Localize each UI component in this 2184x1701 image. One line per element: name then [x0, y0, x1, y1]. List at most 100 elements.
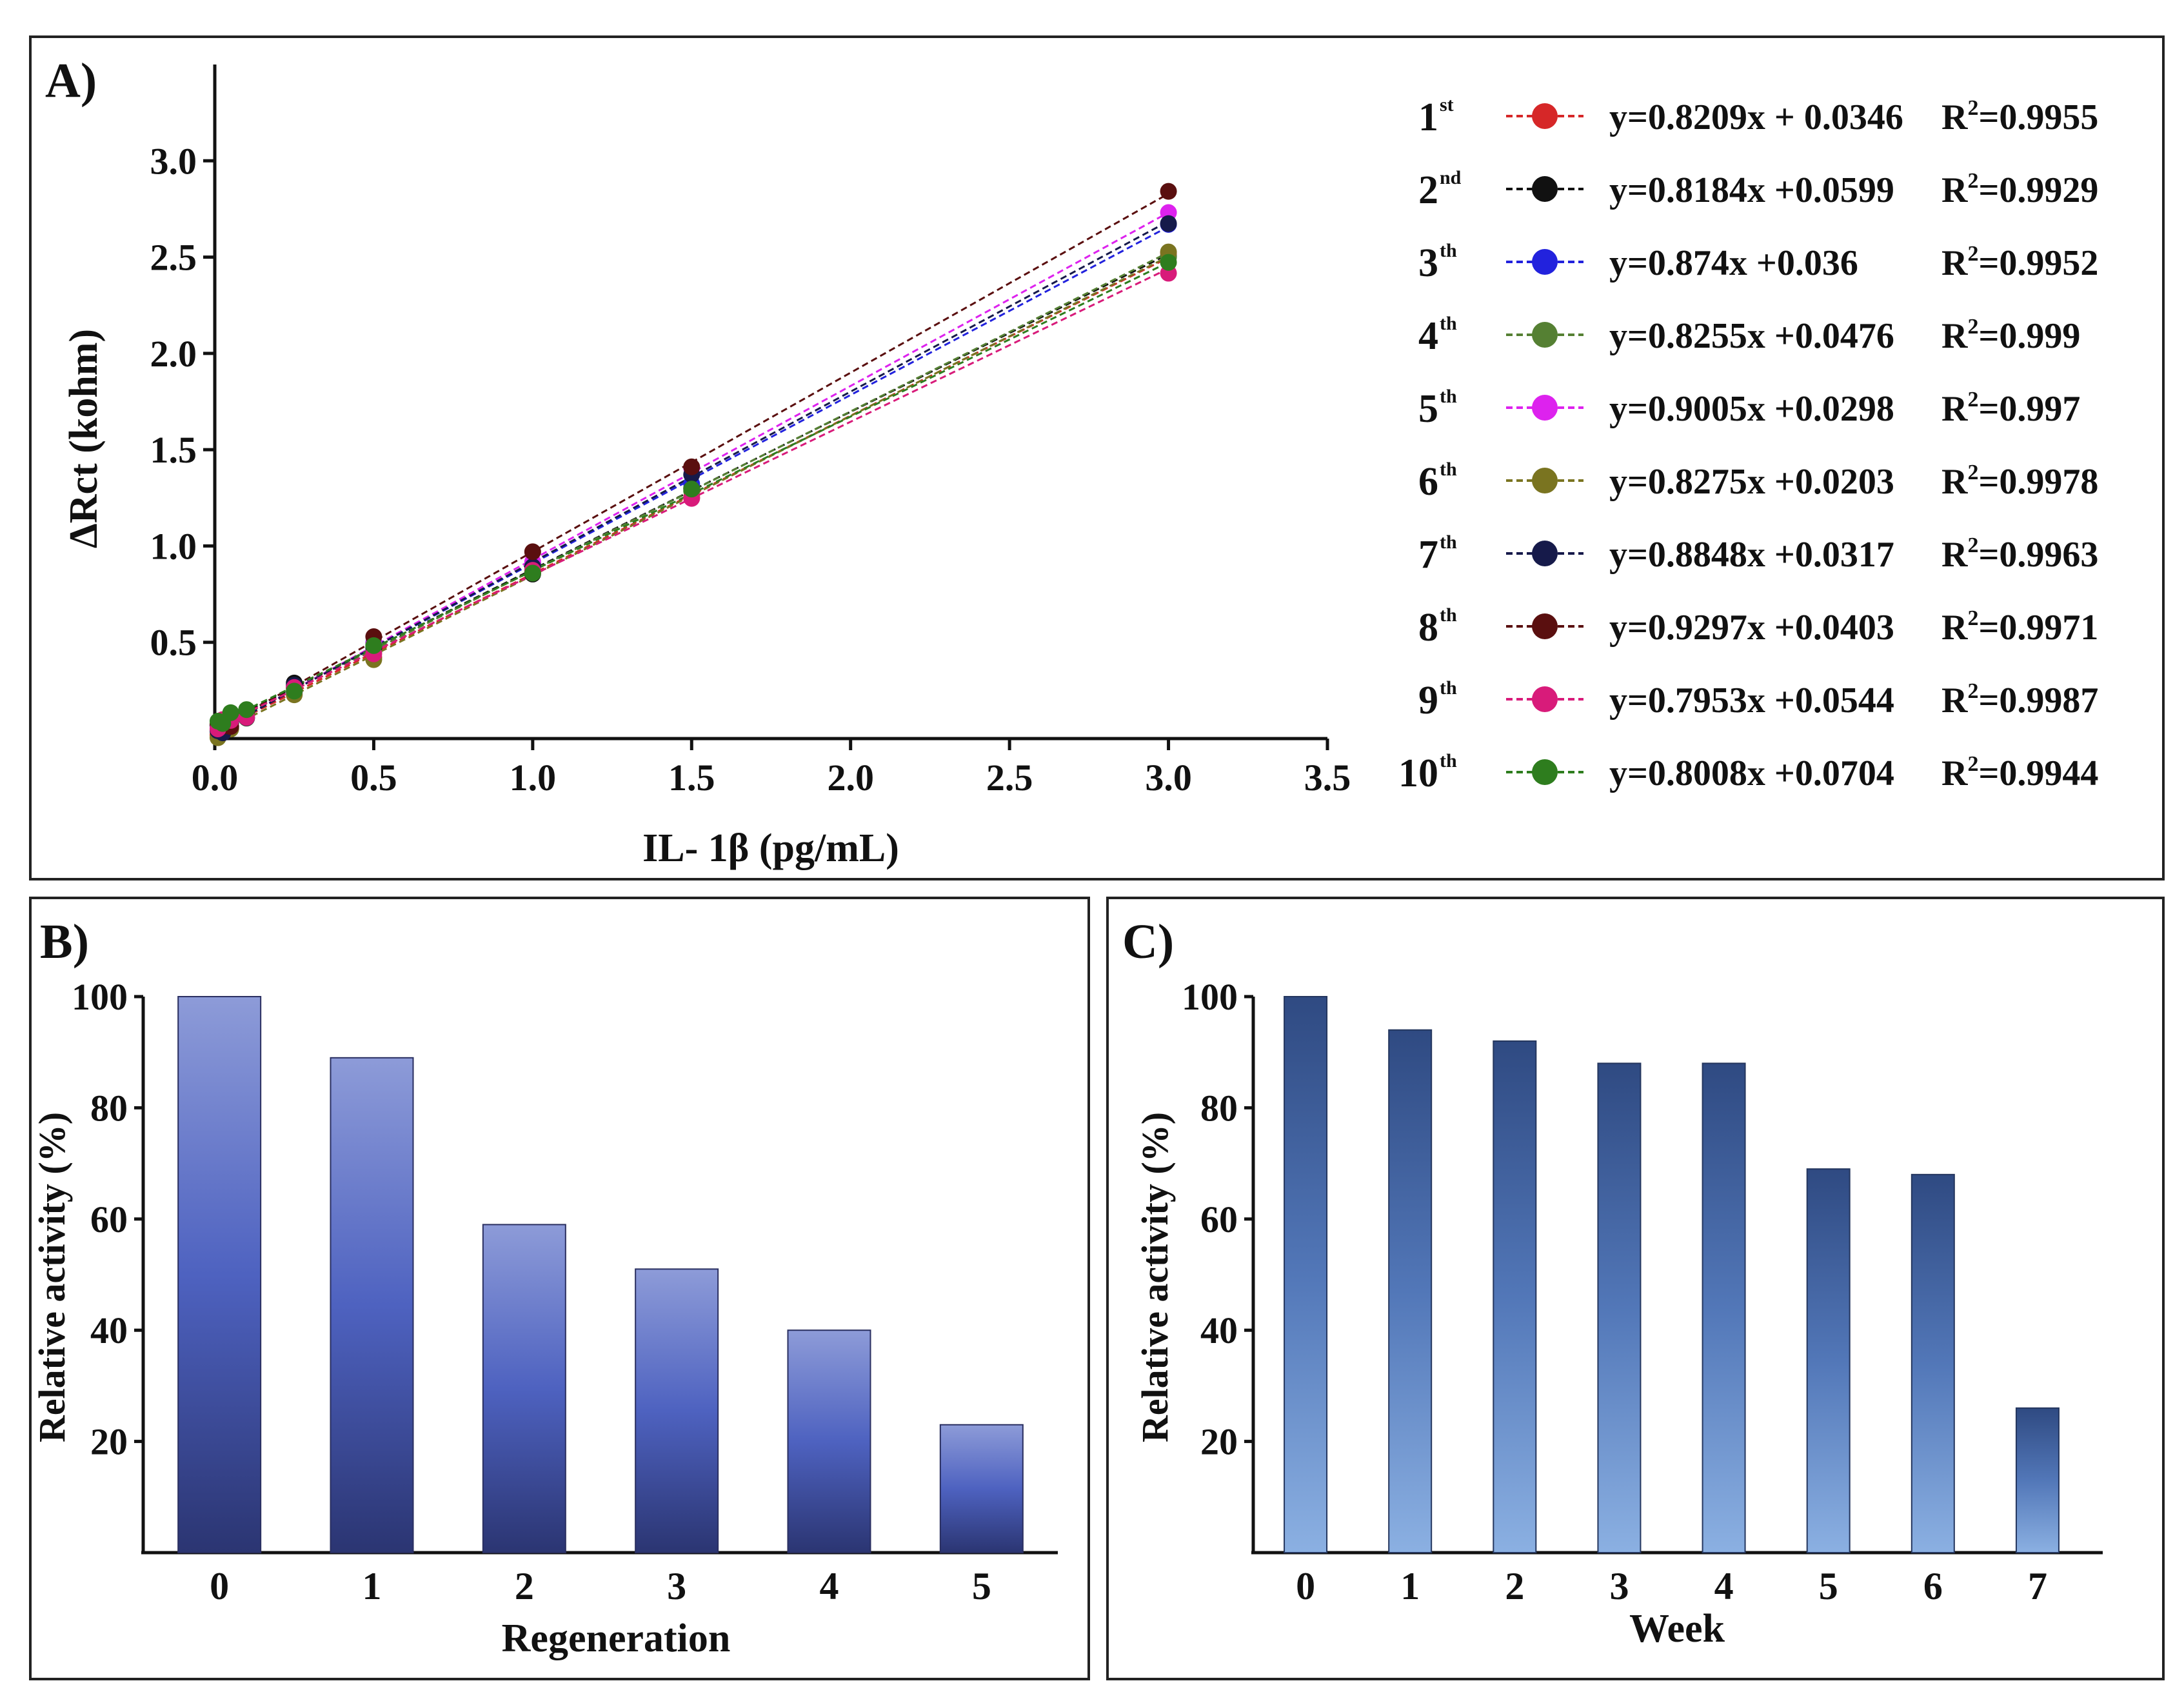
c-bar-4 [1702, 1062, 1746, 1553]
panel-a-x-axis-title: IL- 1β (pg/mL) [642, 826, 899, 870]
series-10-point [222, 704, 239, 721]
legend-marker [1532, 613, 1558, 639]
c-bar-1 [1388, 1029, 1433, 1553]
panel-a-label: A) [45, 54, 97, 108]
b-bar-2 [482, 1224, 566, 1554]
b-y-tick-label: 100 [72, 976, 128, 1018]
legend-equation: y=0.8275x +0.0203 [1609, 462, 1894, 502]
c-bar-5 [1806, 1168, 1851, 1553]
a-y-tick-label: 1.0 [150, 525, 197, 567]
series-8-point [1160, 183, 1177, 200]
legend-ordinal-number: 6 [1418, 460, 1438, 504]
panel-c-label: C) [1122, 915, 1174, 969]
a-x-tick-label: 3.5 [1304, 757, 1351, 799]
legend-r2: R2=0.999 [1941, 315, 2080, 356]
c-x-tick-label: 3 [1609, 1565, 1629, 1607]
legend-marker [1532, 686, 1558, 712]
legend-marker [1532, 759, 1558, 785]
legend-r2: R2=0.9929 [1941, 169, 2098, 210]
c-y-tick-label: 100 [1182, 976, 1238, 1018]
b-bar-0 [177, 996, 262, 1553]
c-y-tick-label: 20 [1200, 1421, 1238, 1463]
legend-ordinal-suffix: th [1440, 313, 1457, 334]
legend-marker [1532, 176, 1558, 202]
c-bar-7 [2015, 1407, 2060, 1553]
c-bar-3 [1597, 1062, 1642, 1553]
c-x-tick-label: 0 [1296, 1565, 1315, 1607]
legend-equation: y=0.7953x +0.0544 [1609, 681, 1894, 721]
legend-ordinal: 5 [1418, 387, 1438, 431]
legend-r2: R2=0.997 [1941, 388, 2080, 429]
series-10-point [1160, 254, 1177, 271]
legend-ordinal: 3 [1418, 241, 1438, 285]
legend-ordinal: 8 [1418, 606, 1438, 650]
legend-ordinal-number: 3 [1418, 241, 1438, 285]
legend-equation: y=0.8008x +0.0704 [1609, 753, 1894, 793]
legend-marker [1532, 249, 1558, 275]
a-x-tick-label: 3.0 [1145, 757, 1192, 799]
series-10-point [365, 637, 382, 654]
legend-r2: R2=0.9971 [1941, 606, 2098, 648]
series-10-point [286, 682, 303, 700]
b-x-tick-label: 1 [362, 1565, 382, 1607]
legend-ordinal-number: 8 [1418, 606, 1438, 650]
b-x-tick-label: 4 [820, 1565, 839, 1607]
b-bar-5 [939, 1424, 1024, 1553]
legend-r2: R2=0.9952 [1941, 242, 2098, 283]
b-y-tick-label: 60 [90, 1199, 128, 1240]
legend-ordinal: 10 [1398, 751, 1438, 795]
panel-a-y-axis-title: ΔRct (kohm) [62, 329, 106, 548]
legend-marker [1532, 395, 1558, 421]
panel-b-y-axis-title: Relative activity (%) [31, 1112, 73, 1442]
b-bar-3 [635, 1268, 719, 1553]
legend-r2: R2=0.9978 [1941, 461, 2098, 502]
c-x-tick-label: 4 [1714, 1565, 1734, 1607]
legend-r2: R2=0.9963 [1941, 533, 2098, 575]
panel-c-y-axis-title: Relative activity (%) [1134, 1112, 1176, 1442]
a-x-tick-label: 2.5 [986, 757, 1033, 799]
legend-ordinal: 9 [1418, 679, 1438, 722]
legend-ordinal: 4 [1418, 314, 1438, 358]
legend-ordinal-suffix: th [1440, 240, 1457, 261]
legend-equation: y=0.8255x +0.0476 [1609, 316, 1894, 356]
legend-marker [1532, 541, 1558, 566]
series-7-point [1160, 215, 1177, 232]
legend-equation: y=0.8848x +0.0317 [1609, 535, 1894, 575]
legend-ordinal-number: 4 [1418, 314, 1438, 358]
a-y-tick-label: 2.0 [150, 333, 197, 375]
c-x-tick-label: 5 [1819, 1565, 1838, 1607]
b-bar-4 [787, 1329, 871, 1553]
c-bar-6 [1911, 1173, 1955, 1553]
legend-equation: y=0.874x +0.036 [1609, 243, 1858, 283]
legend-r2: R2=0.9955 [1941, 96, 2098, 137]
c-x-tick-label: 1 [1400, 1565, 1420, 1607]
a-x-tick-label: 0.5 [350, 757, 397, 799]
legend-ordinal-number: 2 [1418, 168, 1438, 212]
legend-ordinal-number: 7 [1418, 533, 1438, 577]
c-bar-2 [1493, 1040, 1537, 1553]
legend-ordinal-suffix: th [1440, 750, 1457, 771]
b-x-tick-label: 5 [972, 1565, 991, 1607]
legend-marker [1532, 468, 1558, 493]
legend-r2: R2=0.9944 [1941, 752, 2098, 793]
series-10-point [524, 564, 541, 582]
b-x-tick-label: 3 [667, 1565, 686, 1607]
c-y-tick-label: 80 [1200, 1087, 1238, 1129]
c-x-tick-label: 2 [1505, 1565, 1524, 1607]
legend-marker [1532, 103, 1558, 129]
panel-c-x-axis-title: Week [1629, 1607, 1725, 1651]
a-y-tick-label: 1.5 [150, 429, 197, 471]
a-y-tick-label: 0.5 [150, 622, 197, 664]
b-y-tick-label: 80 [90, 1087, 128, 1129]
c-bar-0 [1284, 996, 1328, 1553]
